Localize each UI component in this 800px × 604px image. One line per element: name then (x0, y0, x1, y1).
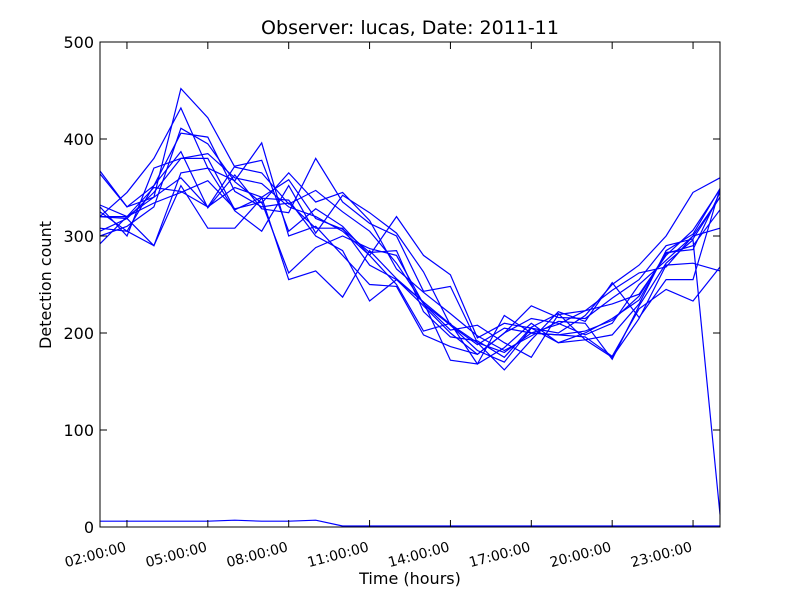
plot-frame (99, 41, 721, 528)
y-axis-label: Detection count (36, 221, 55, 349)
series-line-9 (99, 184, 721, 354)
series-line-10 (99, 157, 721, 359)
series-layer (99, 87, 721, 527)
series-line-12 (99, 127, 721, 515)
y-tick-label: 200 (63, 324, 94, 343)
y-tick-label: 500 (63, 33, 94, 52)
x-tick-label: 08:00:00 (225, 539, 290, 571)
x-tick-label: 14:00:00 (387, 539, 452, 571)
series-line-1 (99, 87, 721, 363)
series-line-11 (99, 167, 721, 358)
x-tick-label: 20:00:00 (548, 539, 613, 571)
series-line-5 (99, 132, 721, 356)
chart-title: Observer: lucas, Date: 2011-11 (261, 17, 559, 39)
x-tick-label: 11:00:00 (306, 539, 371, 571)
series-line-4 (99, 152, 721, 344)
x-tick-label: 05:00:00 (144, 539, 209, 571)
series-line-13 (100, 519, 720, 527)
x-axis-label: Time (hours) (358, 569, 461, 588)
y-tick-label: 400 (63, 130, 94, 149)
y-tick-label: 300 (63, 227, 94, 246)
x-tick-label: 02:00:00 (63, 539, 128, 571)
x-tick-label: 23:00:00 (629, 539, 694, 571)
x-tick-label: 17:00:00 (467, 539, 532, 571)
y-axis: 0 100 200 300 400 500 (63, 33, 720, 537)
y-tick-label: 100 (63, 421, 94, 440)
series-line-3 (99, 159, 721, 365)
series-line-7 (99, 150, 721, 371)
series-line-6 (99, 179, 721, 359)
y-tick-label: 0 (84, 518, 94, 537)
